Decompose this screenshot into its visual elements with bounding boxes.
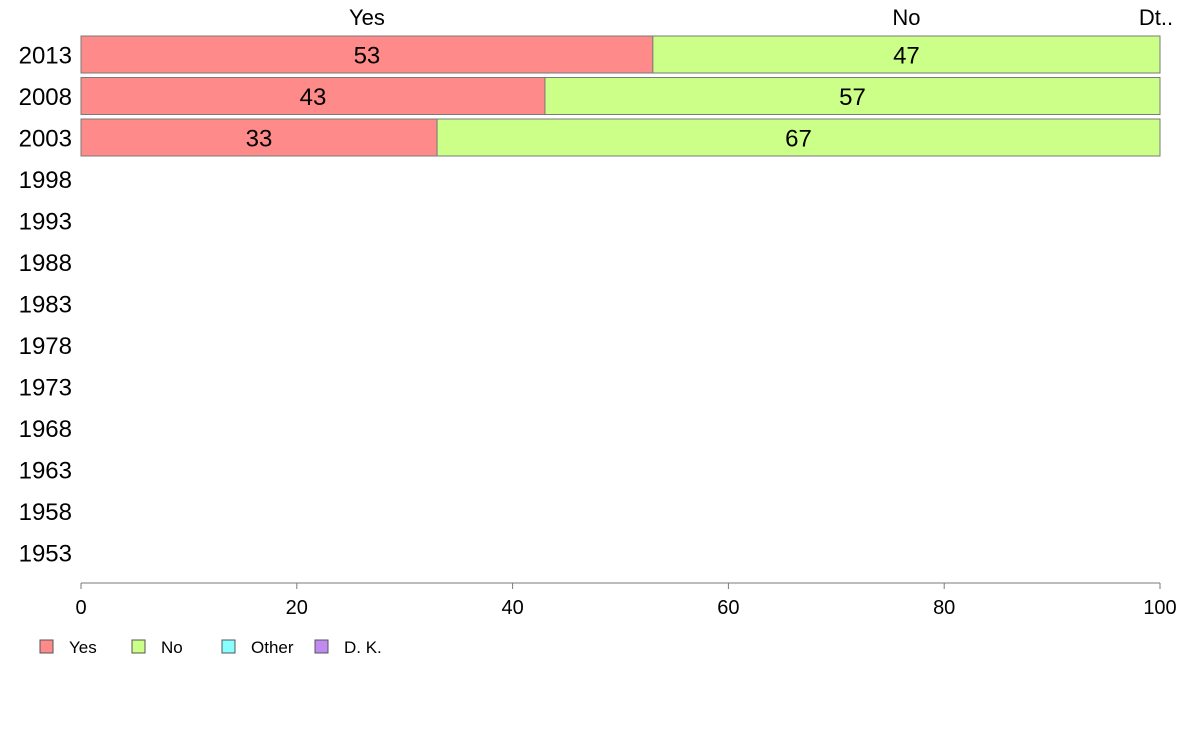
- category-label-1973: 1973: [19, 375, 72, 402]
- top-label-0: Yes: [349, 5, 385, 30]
- legend-label-no: No: [161, 638, 183, 657]
- bar-2008-no: [544, 77, 1161, 115]
- bar-2003-yes: [80, 118, 438, 157]
- category-label-2008: 2008: [19, 84, 72, 111]
- top-label-2: Dt..: [1139, 5, 1173, 30]
- x-tick-label-80: 80: [933, 597, 955, 619]
- legend-swatch-d-k-: [314, 639, 329, 654]
- x-tick-label-60: 60: [717, 597, 739, 619]
- category-labels: 2013 2008 2003 1998 1993 1988 1983 1978 1973 1968…: [19, 43, 72, 568]
- x-tick-label-0: 0: [75, 597, 86, 619]
- data-label-2008-no: 57: [839, 84, 866, 111]
- category-label-2003: 2003: [19, 126, 72, 153]
- data-label-2003-yes: 33: [246, 126, 273, 153]
- category-label-2013: 2013: [19, 43, 72, 70]
- category-label-1978: 1978: [19, 333, 72, 360]
- legend-label-yes: Yes: [69, 638, 97, 657]
- x-tick-label-40: 40: [501, 597, 523, 619]
- category-label-1953: 1953: [19, 541, 72, 568]
- top-series-labels: Yes No Dt..: [349, 5, 1173, 30]
- category-label-1968: 1968: [19, 416, 72, 443]
- bar-2013-yes: [80, 35, 654, 74]
- bars-group: 53 47 43 57 33 67: [80, 35, 1161, 157]
- data-label-2003-no: 67: [785, 126, 812, 153]
- data-label-2013-yes: 53: [354, 43, 381, 70]
- legend-swatch-other: [221, 639, 236, 654]
- legend-swatch-yes: [39, 639, 54, 654]
- legend-label-d-k-: D. K.: [344, 638, 382, 657]
- category-label-1958: 1958: [19, 499, 72, 526]
- legend: Yes No Other D. K.: [39, 638, 382, 657]
- category-label-1983: 1983: [19, 292, 72, 319]
- bar-2013-no: [652, 35, 1161, 74]
- category-label-1963: 1963: [19, 458, 72, 485]
- legend-label-other: Other: [251, 638, 294, 657]
- category-label-1988: 1988: [19, 250, 72, 277]
- bar-2003-no: [436, 118, 1161, 157]
- top-label-1: No: [892, 5, 920, 30]
- category-label-1993: 1993: [19, 209, 72, 236]
- bar-2008-yes: [80, 77, 546, 115]
- x-tick-label-100: 100: [1143, 597, 1176, 619]
- x-tick-label-20: 20: [286, 597, 308, 619]
- x-axis: 0 20 40 60 80 100: [75, 582, 1177, 619]
- category-label-1998: 1998: [19, 167, 72, 194]
- data-label-2013-no: 47: [893, 43, 920, 70]
- legend-swatch-no: [131, 639, 146, 654]
- data-label-2008-yes: 43: [300, 84, 327, 111]
